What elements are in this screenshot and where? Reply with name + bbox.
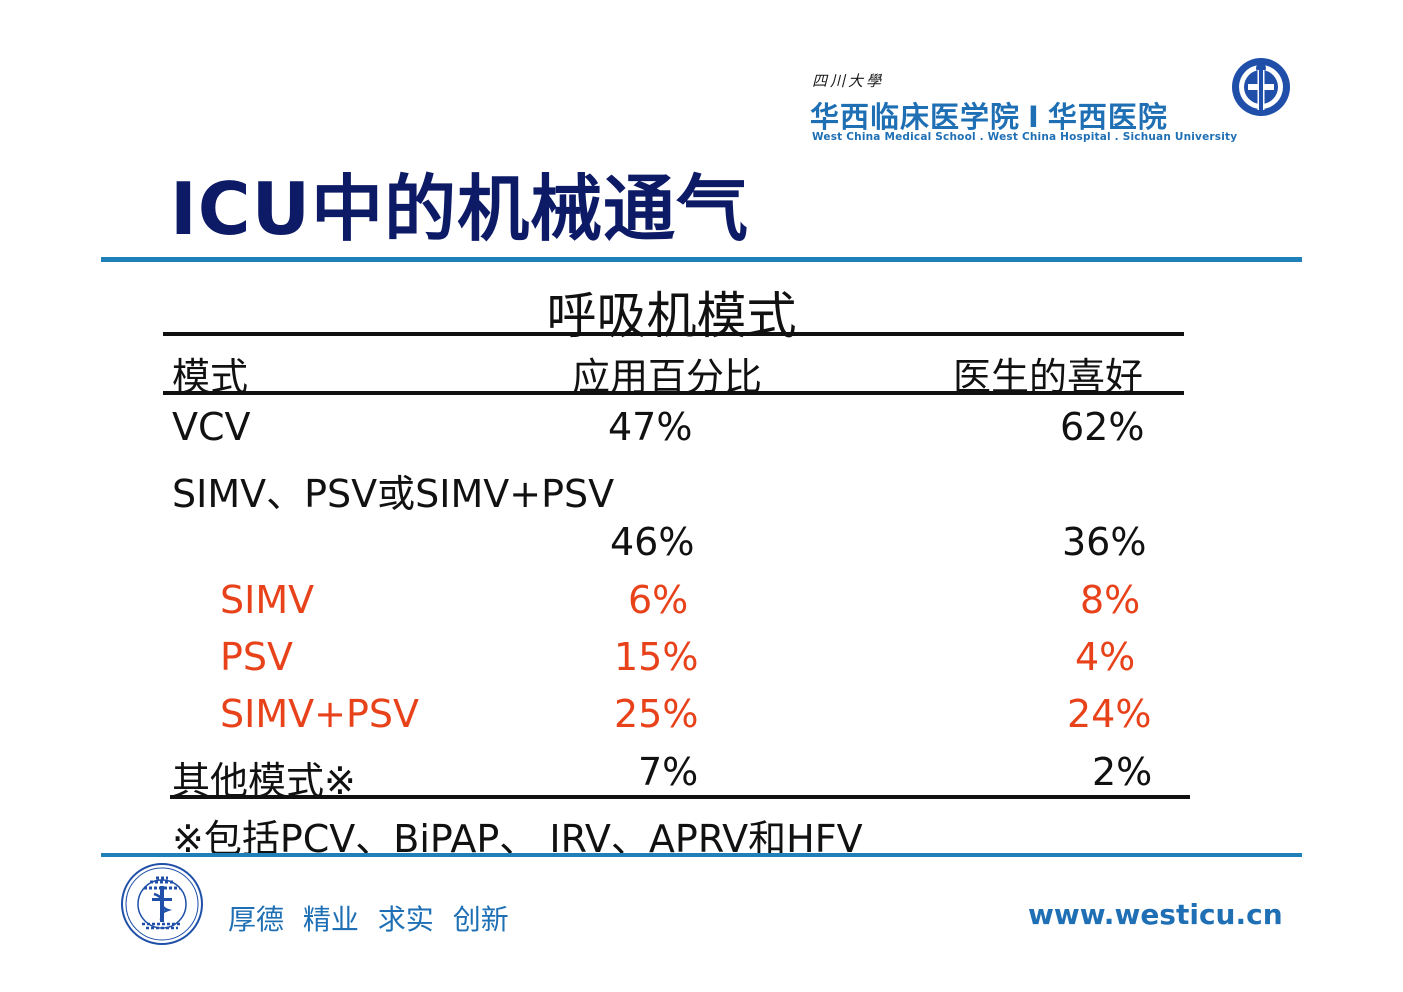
table-cell-mode: VCV	[172, 405, 251, 449]
table-cell-mode: SIMV	[220, 578, 315, 622]
header-divider	[101, 257, 1302, 262]
school-name-cn: 华西临床医学院 I 华西医院	[810, 94, 1168, 136]
table-bottom-rule	[170, 795, 1190, 799]
page-title: ICU中的机械通气	[170, 167, 750, 251]
table-top-rule	[163, 332, 1184, 336]
table-cell-preference: 4%	[1075, 635, 1136, 679]
table-cell-usage: 15%	[614, 635, 699, 679]
school-name-cn-part2: 华西医院	[1047, 100, 1168, 134]
table-cell-usage: 6%	[628, 578, 689, 622]
table-cell-preference: 8%	[1080, 578, 1141, 622]
school-name-cn-part1: 华西临床医学院	[810, 100, 1021, 134]
table-cell-usage: 25%	[614, 692, 699, 736]
footer-divider	[101, 853, 1302, 857]
table-cell-usage: 7%	[638, 750, 699, 794]
footer-url[interactable]: www.westicu.cn	[1028, 898, 1283, 931]
footer-motto: 厚德 精业 求实 创新	[228, 903, 509, 936]
table-cell-preference: 36%	[1062, 520, 1147, 564]
west-china-medical-school-seal-icon	[121, 863, 203, 945]
table-subtitle: 呼吸机模式	[546, 287, 797, 345]
table-header-rule	[163, 391, 1184, 395]
table-cell-mode: SIMV+PSV	[220, 692, 419, 736]
table-cell-preference: 24%	[1067, 692, 1152, 736]
school-name-en: West China Medical School . West China H…	[812, 131, 1238, 143]
table-cell-preference: 62%	[1060, 405, 1145, 449]
table-cell-preference: 2%	[1092, 750, 1153, 794]
table-cell-usage: 47%	[608, 405, 693, 449]
west-china-hospital-logo-icon	[1232, 58, 1290, 116]
table-cell-mode: SIMV、PSV或SIMV+PSV	[172, 472, 615, 516]
table-cell-usage: 46%	[610, 520, 695, 564]
table-cell-mode: PSV	[220, 635, 294, 679]
university-name-small: 四川大學	[812, 72, 885, 90]
school-name-separator: I	[1028, 100, 1040, 134]
